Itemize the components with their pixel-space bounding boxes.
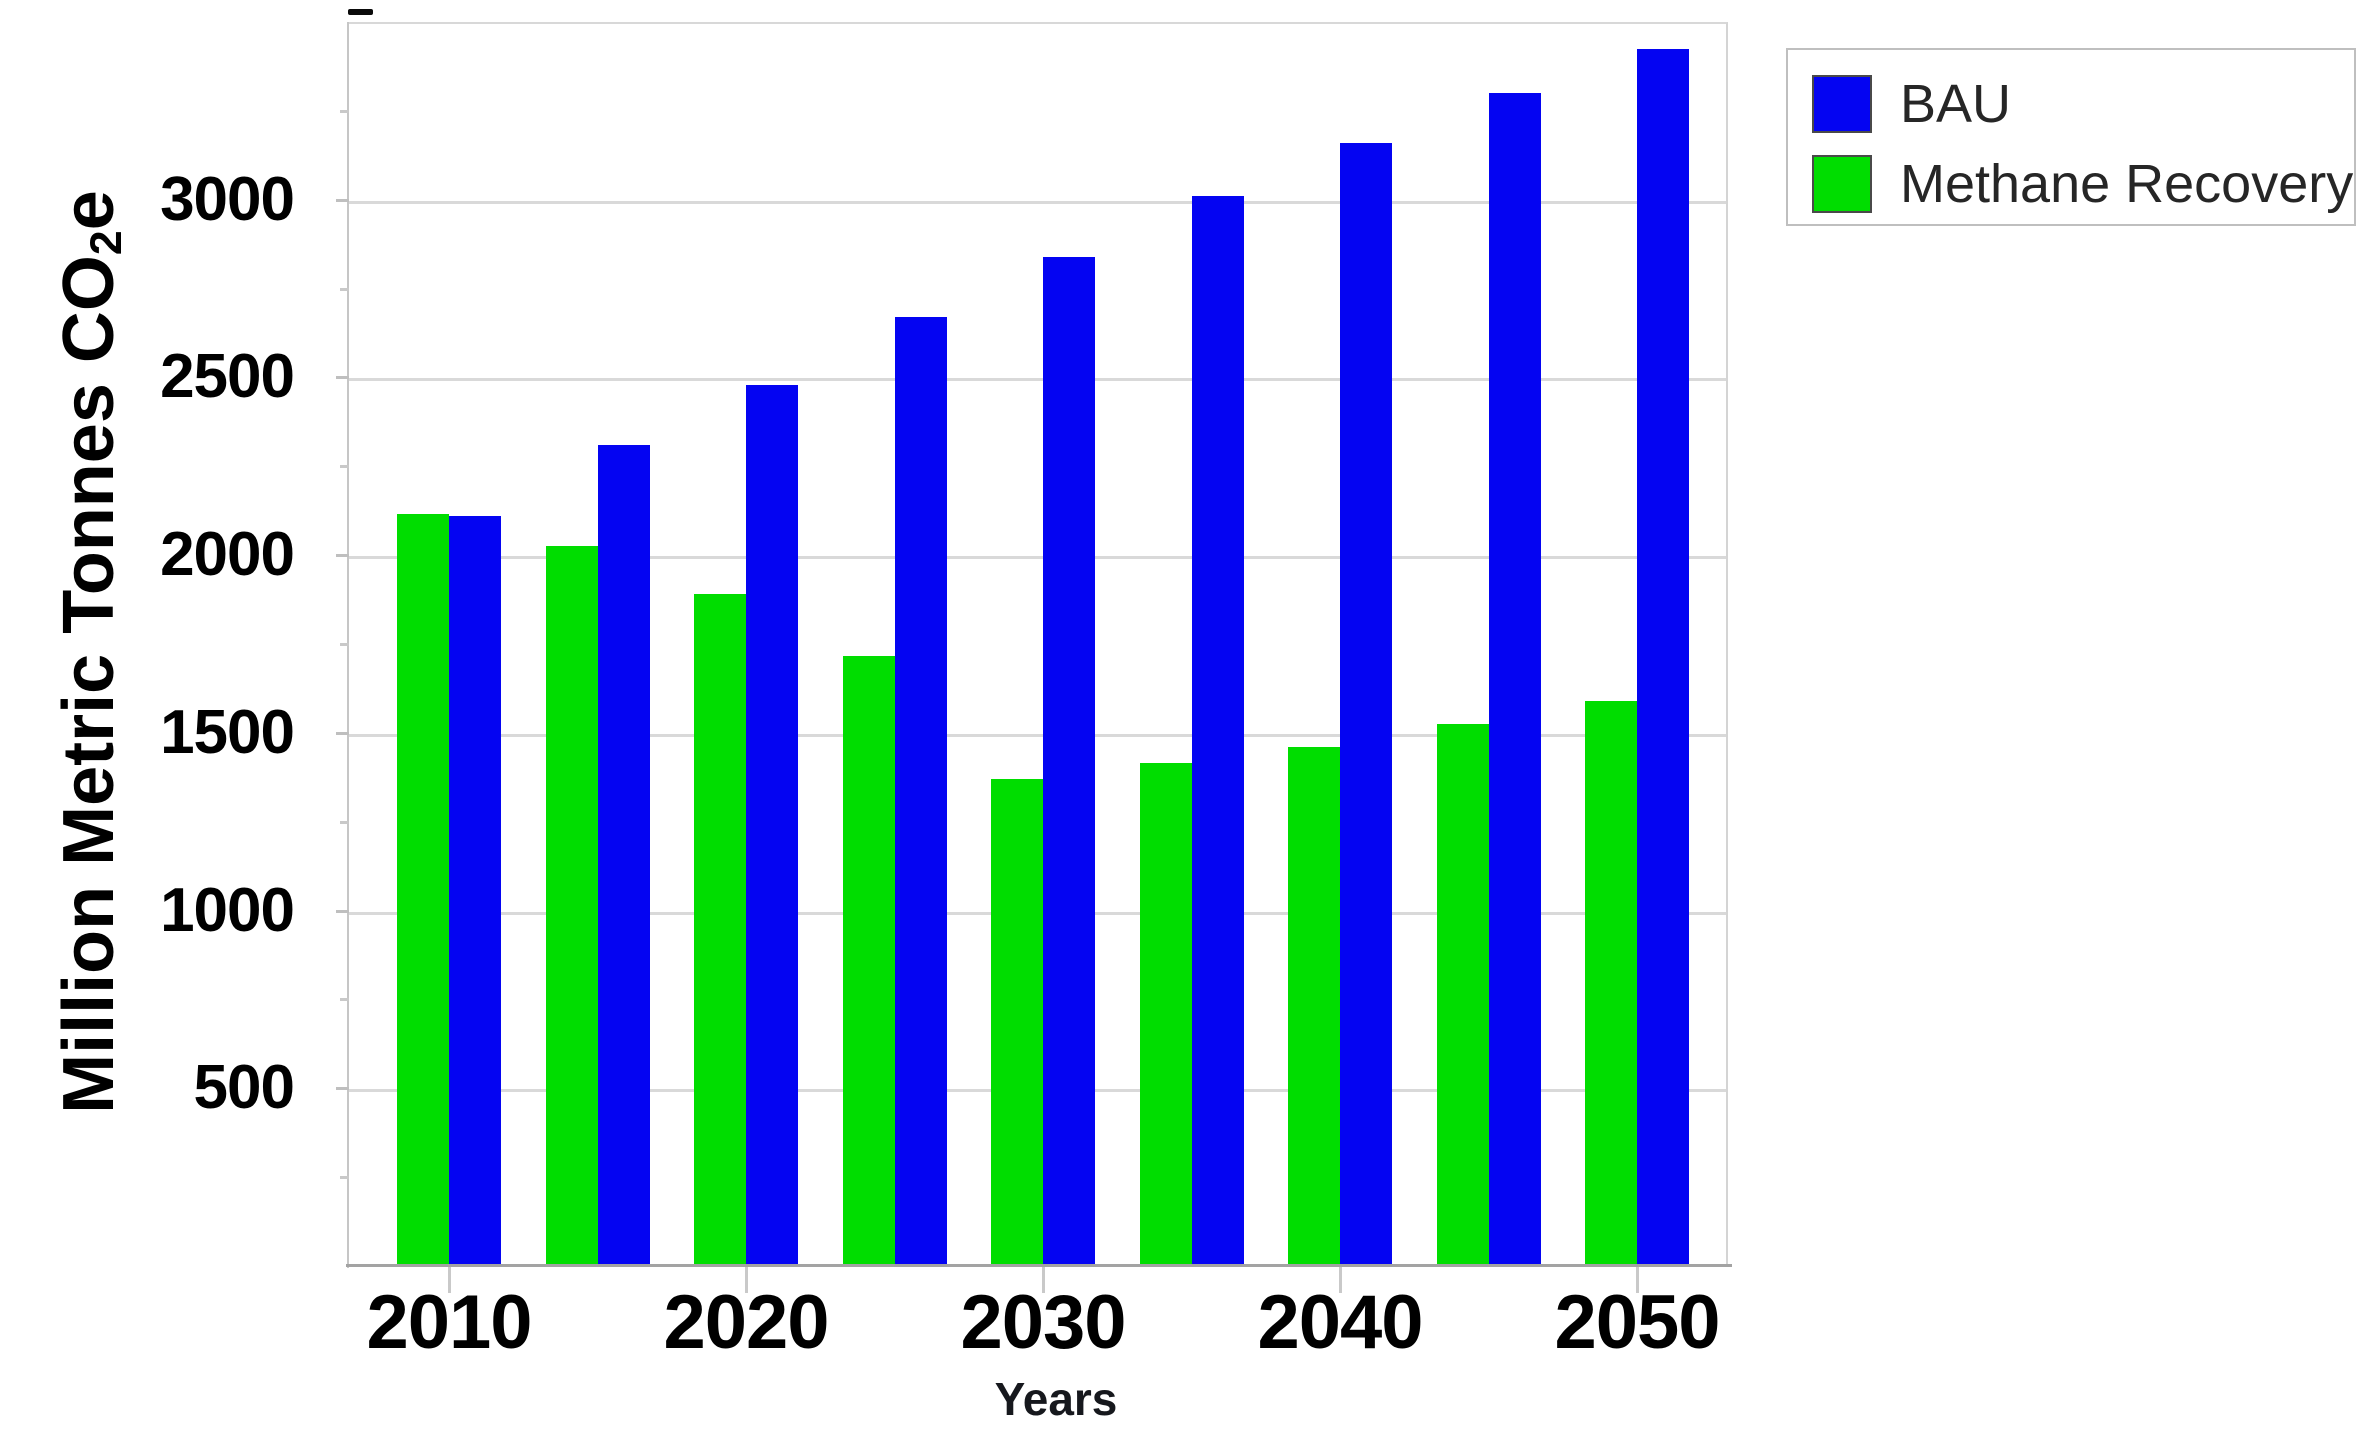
x-tick-2020	[745, 1267, 748, 1293]
gridline-2500	[349, 378, 1726, 382]
bar-bau-2045	[1488, 93, 1541, 1266]
bar-bau-2020	[746, 384, 798, 1266]
x-axis-line	[346, 1264, 1732, 1267]
bar-methane-recovery-2050	[1585, 700, 1637, 1266]
stray-mark	[348, 9, 373, 15]
x-tick-label-2030: 2030	[960, 1280, 1126, 1365]
x-tick-label-2020: 2020	[663, 1280, 829, 1365]
x-tick-2010	[448, 1267, 451, 1293]
y-tick-label-500: 500	[193, 1053, 295, 1123]
y-major-tick-1500	[336, 731, 349, 735]
x-tick-2040	[1339, 1267, 1342, 1293]
x-tick-label-2050: 2050	[1554, 1280, 1720, 1365]
bar-bau-2015	[597, 444, 650, 1266]
y-major-tick-3000	[336, 198, 349, 202]
x-axis-title: Years	[994, 1373, 1118, 1425]
gridline-3000	[349, 200, 1726, 204]
y-minor-tick-3250	[340, 109, 349, 113]
legend-row-bau: BAU	[1788, 64, 2011, 144]
gridline-1500	[349, 733, 1726, 737]
bar-bau-2035	[1191, 196, 1244, 1266]
y-axis-title: Million Metric Tonnes CO2e	[48, 190, 132, 1114]
gridline-2000	[349, 556, 1726, 560]
bar-methane-recovery-2040	[1288, 747, 1340, 1266]
bar-bau-2030	[1043, 256, 1095, 1266]
x-tick-2050	[1636, 1267, 1639, 1293]
y-minor-tick-1750	[340, 643, 349, 646]
bar-methane-recovery-2010	[397, 514, 449, 1266]
bar-methane-recovery-2030	[991, 779, 1043, 1266]
y-minor-tick-250	[340, 1176, 349, 1180]
legend-row-methane-recovery: Methane Recovery	[1788, 144, 2353, 224]
bar-methane-recovery-2020	[694, 594, 746, 1266]
y-tick-label-3000: 3000	[160, 164, 295, 234]
y-minor-tick-750	[340, 998, 349, 1002]
bau-swatch	[1812, 75, 1872, 133]
x-tick-label-2040: 2040	[1257, 1280, 1423, 1365]
y-minor-tick-2250	[340, 465, 349, 469]
bar-methane-recovery-2015	[545, 546, 598, 1266]
bar-methane-recovery-2045	[1436, 723, 1489, 1266]
y-major-tick-2500	[336, 376, 349, 380]
bar-methane-recovery-2035	[1139, 763, 1192, 1266]
y-major-tick-1000	[336, 909, 349, 913]
y-major-tick-500	[336, 1087, 349, 1091]
bar-methane-recovery-2025	[842, 656, 895, 1266]
x-tick-2030	[1042, 1267, 1045, 1293]
y-tick-label-1500: 1500	[160, 697, 295, 767]
y-tick-label-1000: 1000	[160, 875, 295, 945]
bar-bau-2050	[1637, 48, 1689, 1266]
legend-label-methane-recovery: Methane Recovery	[1900, 154, 2354, 214]
x-tick-label-2010: 2010	[366, 1280, 532, 1365]
y-major-tick-2000	[336, 554, 349, 558]
subscript-2: 2	[82, 230, 132, 256]
legend: BAU Methane Recovery	[1786, 48, 2356, 226]
bar-bau-2025	[894, 317, 947, 1266]
bar-bau-2040	[1340, 142, 1392, 1266]
methane-recovery-swatch	[1812, 155, 1872, 213]
y-minor-tick-1250	[340, 820, 349, 824]
y-tick-label-2000: 2000	[160, 520, 295, 590]
legend-label-bau: BAU	[1900, 74, 2012, 134]
y-tick-label-2500: 2500	[160, 342, 295, 412]
bar-bau-2010	[449, 516, 501, 1266]
plot-area	[349, 22, 1728, 1266]
y-minor-tick-2750	[340, 287, 349, 291]
